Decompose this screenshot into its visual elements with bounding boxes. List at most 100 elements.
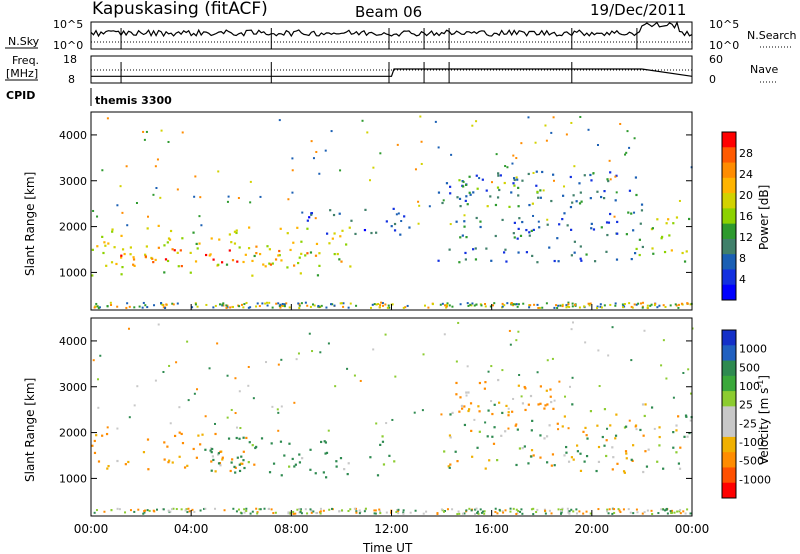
sparse-cell [400,220,403,223]
colorbar-swatch [722,421,736,438]
near-range-cell [656,306,659,309]
scatter-cell [166,241,169,244]
scatter-cell [315,242,319,246]
sparse-cell [598,385,601,388]
scatter-cell [441,201,444,205]
near-range-cell [623,303,626,306]
near-range-cell [347,510,350,513]
scatter-cell [171,461,174,464]
scatter-cell [625,452,628,455]
near-range-cell [673,511,676,514]
near-range-cell [310,511,313,514]
sparse-cell [571,376,574,379]
scatter-cell [539,196,542,199]
scatter-cell [644,403,647,406]
near-range-cell [440,508,443,511]
sparse-cell [234,412,237,415]
near-range-cell [474,513,477,516]
scatter-cell [293,264,296,267]
scatter-cell [633,252,637,255]
near-range-cell [310,509,313,512]
near-range-cell [684,512,687,515]
power-frame [90,111,693,311]
xtick-label: 04:00 [174,522,209,536]
sparse-cell [204,415,207,418]
near-range-cell [553,306,556,309]
near-range-cell [146,306,149,309]
scatter-cell [260,437,264,440]
scatter-cell [492,442,496,445]
near-range-cell [560,511,563,514]
scatter-cell [173,434,177,438]
scatter-cell [615,258,619,261]
near-range-cell [459,303,462,306]
scatter-cell [286,266,289,269]
scatter-cell [486,435,489,438]
sparse-cell [167,140,170,143]
near-range-cell [474,508,477,511]
scatter-cell [546,461,549,464]
near-range-cell [560,512,563,515]
near-range-cell [309,305,312,308]
scatter-cell [340,260,343,263]
near-range-cell [633,303,636,306]
scatter-cell [550,464,553,467]
sparse-cell [106,426,109,429]
near-range-cell [342,305,345,308]
scatter-cell [544,404,547,407]
scatter-cell [152,261,155,264]
colorbar-swatch [722,467,736,484]
sparse-cell [385,422,388,425]
near-range-cell [520,508,523,511]
scatter-cell [609,212,612,216]
scatter-cell [647,448,650,451]
scatter-cell [339,457,343,460]
scatter-cell [614,434,618,437]
near-range-cell [180,508,183,511]
scatter-cell [468,191,471,194]
scatter-cell [513,177,516,180]
scatter-cell [180,432,183,436]
sparse-cell [199,196,202,199]
near-range-cell [379,510,382,513]
sparse-cell [607,354,610,357]
near-range-cell [247,306,250,309]
scatter-cell [335,465,338,468]
power-panel: 4000 3000 2000 1000 Slant Range [km] 28 24 20… [23,111,771,311]
sparse-cell [136,385,139,388]
near-range-cell [501,305,504,308]
sparse-cell [116,427,119,430]
sparse-cell [614,175,617,178]
near-range-cell [402,512,405,515]
sparse-cell [626,130,629,133]
sparse-cell [633,137,636,140]
near-range-cell [618,509,621,512]
scatter-cell [556,237,559,240]
sparse-cell [630,359,633,362]
near-range-cell [304,508,307,511]
sparse-cell [449,223,452,226]
scatter-cell [157,246,160,249]
nave-tick-bottom: 0 [709,73,716,86]
scatter-cell [565,445,568,449]
sparse-cell [277,429,280,432]
scatter-cell [601,435,604,439]
scatter-cell [672,446,675,449]
scatter-cell [556,422,559,425]
scatter-cell [449,413,452,416]
scatter-cell [461,407,464,410]
near-range-cell [395,509,398,512]
scatter-cell [675,429,678,432]
scatter-cell [449,185,452,188]
near-range-cell [622,305,625,308]
near-range-cell [144,509,147,512]
near-range-cell [479,303,482,306]
scatter-cell [656,218,659,221]
scatter-cell [309,468,312,471]
scatter-cell [538,226,541,229]
scatter-cell [570,456,574,459]
scatter-cell [268,262,271,265]
scatter-cell [496,196,500,199]
sparse-cell [230,408,233,411]
near-range-cell [116,507,119,510]
